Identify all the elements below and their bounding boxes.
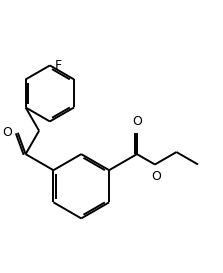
Text: O: O <box>151 170 161 183</box>
Text: F: F <box>55 59 62 72</box>
Text: O: O <box>132 115 142 128</box>
Text: O: O <box>3 126 13 139</box>
